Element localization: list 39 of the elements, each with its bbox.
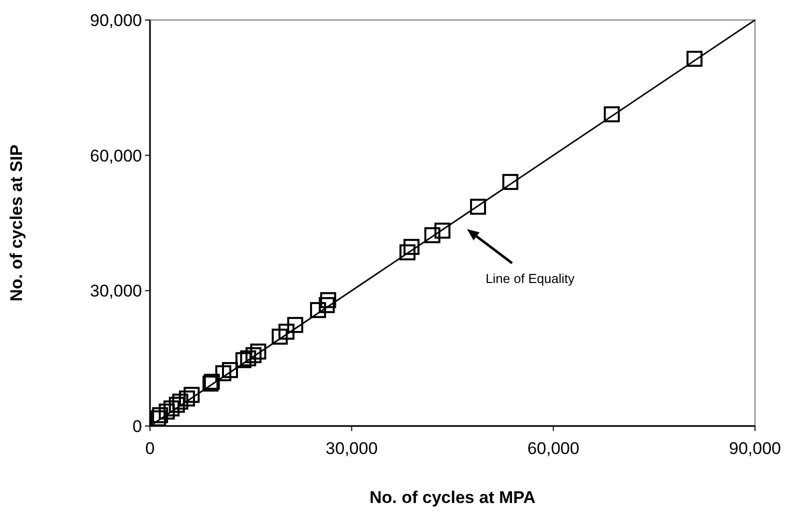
point <box>152 407 168 424</box>
y-axis-title: No. of cycles at SIP <box>7 144 26 302</box>
point <box>172 394 188 410</box>
point <box>235 352 252 368</box>
point <box>424 227 440 244</box>
point <box>250 344 266 360</box>
point <box>686 50 702 67</box>
point <box>240 350 256 366</box>
x-tick-label: 30,000 <box>326 439 378 458</box>
point <box>168 396 185 413</box>
x-axis-title: No. of cycles at MPA <box>370 488 536 507</box>
point <box>178 390 195 406</box>
y-tick-label: 30,000 <box>90 282 142 301</box>
annotation: Line of Equality <box>486 271 575 286</box>
point <box>150 410 166 426</box>
point <box>318 297 335 314</box>
point <box>246 347 262 364</box>
y-tick-label: 90,000 <box>90 11 142 30</box>
point <box>158 404 175 420</box>
y-tick-label: 60,000 <box>90 146 142 166</box>
point <box>434 222 450 239</box>
point <box>310 302 326 318</box>
x-tick-label: 60,000 <box>527 439 580 458</box>
point <box>399 244 416 260</box>
x-tick-label: 0 <box>145 439 155 458</box>
point <box>215 365 232 382</box>
point <box>222 362 238 378</box>
point <box>403 238 420 255</box>
point <box>320 292 336 308</box>
point <box>272 328 288 345</box>
y-tick-label: 0 <box>132 417 142 436</box>
point <box>287 316 304 333</box>
point <box>604 106 620 122</box>
x-tick-label: 90,000 <box>729 439 781 458</box>
point <box>164 400 180 416</box>
point <box>184 386 200 403</box>
point <box>502 174 518 190</box>
point <box>278 324 294 340</box>
point <box>470 198 486 215</box>
